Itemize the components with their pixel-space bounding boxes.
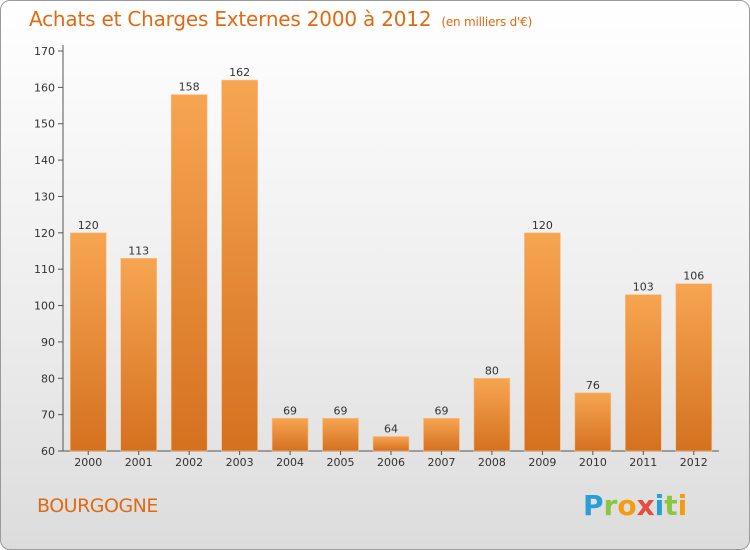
logo-letter: o [617, 489, 637, 522]
x-tick-label: 2006 [377, 456, 405, 469]
logo-letter: P [583, 489, 604, 522]
x-tick-label: 2001 [125, 456, 153, 469]
bar-value-label: 158 [179, 81, 200, 94]
chart-title: Achats et Charges Externes 2000 à 2012 (e… [29, 7, 532, 31]
x-tick-label: 2009 [528, 456, 556, 469]
y-tick-label: 120 [34, 227, 55, 240]
x-tick-label: 2002 [175, 456, 203, 469]
y-tick-label: 110 [34, 263, 55, 276]
bar [271, 417, 309, 452]
logo-letter: i [677, 489, 688, 522]
x-tick-label: 2008 [478, 456, 506, 469]
chart-unit: (en milliers d'€) [441, 15, 533, 29]
bar [574, 392, 612, 452]
bar [372, 436, 410, 452]
bar [170, 94, 208, 452]
x-tick-label: 2011 [629, 456, 657, 469]
bar-value-label: 69 [434, 404, 448, 417]
x-tick-label: 2005 [327, 456, 355, 469]
y-tick-label: 170 [34, 45, 55, 58]
y-tick-label: 140 [34, 154, 55, 167]
bar-value-label: 76 [586, 379, 600, 392]
bar [221, 79, 258, 452]
bar [120, 257, 157, 452]
x-tick-label: 2000 [74, 456, 102, 469]
bar [625, 294, 662, 452]
x-tick-label: 2004 [276, 456, 304, 469]
chart-title-text: Achats et Charges Externes 2000 à 2012 [29, 7, 432, 31]
bar [473, 377, 511, 452]
bar-value-label: 106 [683, 270, 704, 283]
bar [69, 232, 107, 452]
bar-value-label: 162 [229, 66, 250, 79]
y-tick-label: 100 [34, 300, 55, 313]
logo-letter: t [664, 489, 678, 522]
region-label: BOURGOGNE [37, 495, 158, 517]
bar-value-label: 69 [283, 404, 297, 417]
bar-value-label: 69 [334, 404, 348, 417]
bar [423, 417, 460, 452]
y-tick-label: 60 [41, 445, 55, 458]
y-tick-label: 80 [41, 372, 55, 385]
bar-value-label: 120 [78, 219, 99, 232]
y-tick-label: 90 [41, 336, 55, 349]
x-tick-label: 2010 [579, 456, 607, 469]
y-tick-label: 160 [34, 81, 55, 94]
y-tick-label: 130 [34, 190, 55, 203]
bar [675, 283, 713, 452]
x-tick-label: 2012 [680, 456, 708, 469]
y-tick-label: 70 [41, 409, 55, 422]
logo-letter: i [654, 489, 665, 522]
bar [524, 232, 561, 452]
bar-value-label: 120 [532, 219, 553, 232]
x-tick-label: 2007 [427, 456, 455, 469]
logo-letter: x [636, 489, 655, 522]
bar-value-label: 113 [128, 244, 149, 257]
bar-value-label: 64 [384, 422, 398, 435]
bar [322, 417, 359, 452]
bar-value-label: 103 [633, 281, 654, 294]
y-tick-label: 150 [34, 118, 55, 131]
logo-letter: r [603, 489, 618, 522]
proxiti-logo: Proxiti [583, 489, 687, 522]
x-tick-label: 2003 [226, 456, 254, 469]
bar-value-label: 80 [485, 364, 499, 377]
